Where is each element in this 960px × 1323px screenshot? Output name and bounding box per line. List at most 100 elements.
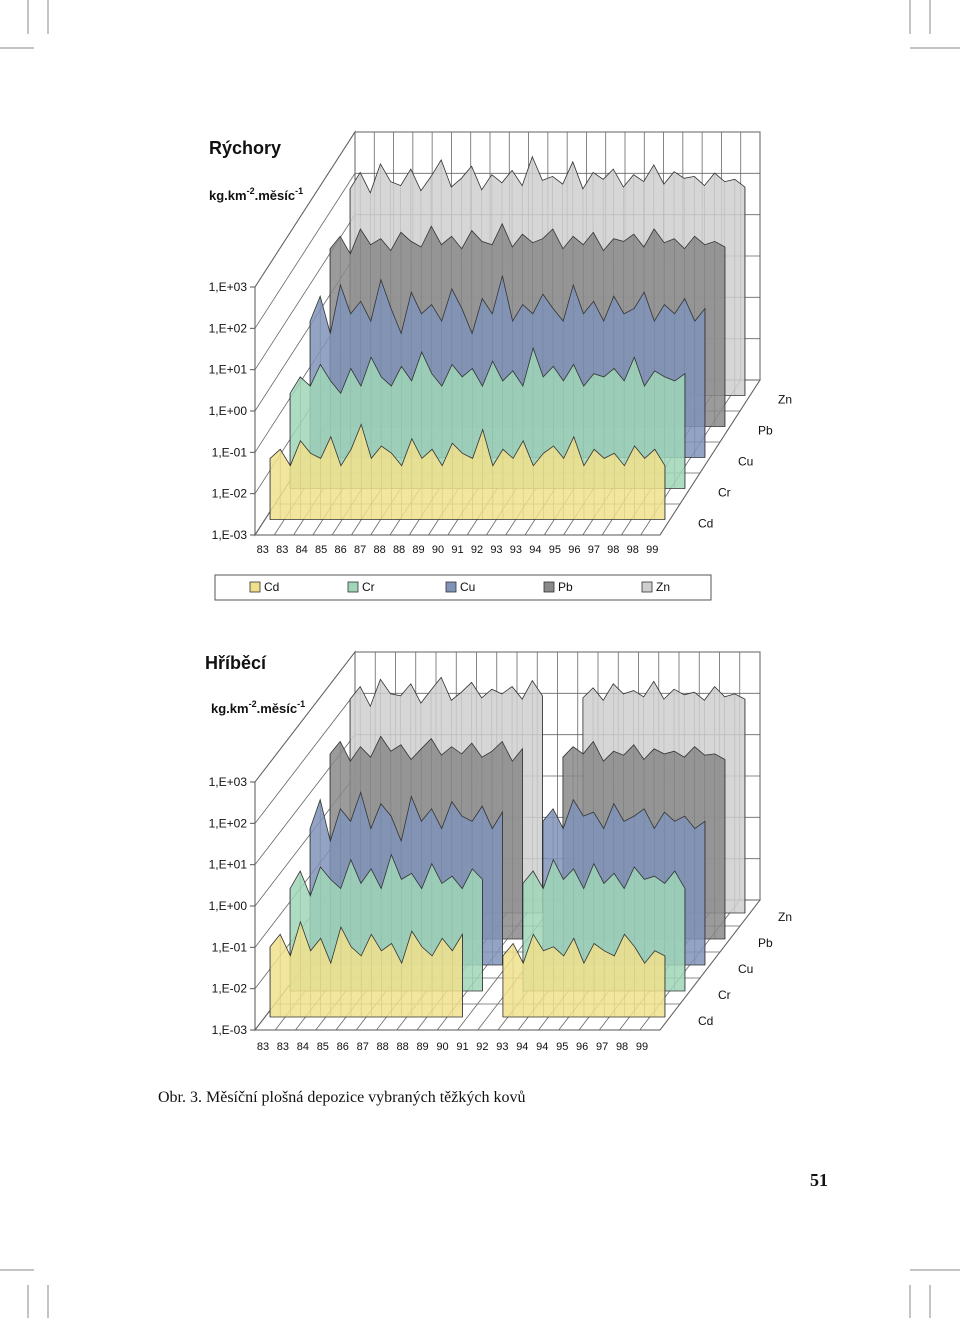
x-tick-label: 90 <box>436 1041 448 1053</box>
legend-swatch <box>445 581 457 593</box>
y-tick-label: 1,E+00 <box>209 404 248 418</box>
x-tick-label: 87 <box>354 544 366 556</box>
y-tick-label: 1,E+00 <box>209 899 248 913</box>
gridline-floor <box>659 379 761 536</box>
chart-plot-area: 1,E-03 1,E-02 1,E-01 1,E+00 1,E+01 1,E+02 1,E+… <box>209 650 792 1053</box>
y-tick-label: 1,E-03 <box>212 1023 248 1037</box>
y-tick-label: 1,E+01 <box>209 363 248 377</box>
x-tick-label: 95 <box>549 544 561 556</box>
y-tick-label: 1,E-03 <box>212 528 248 542</box>
y-axis-label-exp1: -2 <box>249 699 257 709</box>
series-cd <box>269 423 666 520</box>
y-axis-label-base: kg.km <box>211 701 249 716</box>
x-tick-label: 83 <box>257 544 269 556</box>
legend-label: Cr <box>362 580 375 594</box>
x-tick-label: 95 <box>556 1041 568 1053</box>
y-axis-label-exp2: -1 <box>295 186 303 196</box>
x-tick-label: 88 <box>377 1041 389 1053</box>
chart-title: Rýchory <box>209 138 281 158</box>
x-tick-label: 98 <box>627 544 639 556</box>
depth-label: Cd <box>698 1014 713 1028</box>
series-cd <box>269 920 666 1018</box>
depth-label: Cu <box>738 962 753 976</box>
depth-label: Cd <box>698 517 713 531</box>
x-tick-label: 86 <box>335 544 347 556</box>
x-tick-label: 93 <box>490 544 502 556</box>
legend-swatch <box>543 581 555 593</box>
x-tick-label: 96 <box>568 544 580 556</box>
x-tick-label: 86 <box>337 1041 349 1053</box>
y-axis-label-exp2: -1 <box>297 699 305 709</box>
y-tick-label: 1,E+02 <box>209 816 248 830</box>
series-area <box>502 933 666 1018</box>
y-axis-label: kg.km-2.měsíc-1 <box>211 699 305 716</box>
y-tick-label: 1,E-01 <box>212 940 248 954</box>
y-tick-label: 1,E-01 <box>212 445 248 459</box>
x-tick-label: 85 <box>317 1041 329 1053</box>
y-tick-label: 1,E+03 <box>209 775 248 789</box>
y-axis-label-base: kg.km <box>209 188 247 203</box>
x-tick-label: 94 <box>536 1041 548 1053</box>
depth-label: Cr <box>718 486 731 500</box>
legend-label: Cu <box>460 580 475 594</box>
chart-plot-area: 1,E-03 1,E-02 1,E-01 1,E+00 1,E+01 1,E+02 1,E+… <box>209 130 792 556</box>
x-tick-label: 87 <box>357 1041 369 1053</box>
x-tick-label: 99 <box>646 544 658 556</box>
x-tick-label: 91 <box>451 544 463 556</box>
x-tick-label: 91 <box>456 1041 468 1053</box>
depth-label: Pb <box>758 424 773 438</box>
series-area <box>269 920 463 1018</box>
gridline-floor <box>659 899 761 1031</box>
depth-label: Cr <box>718 988 731 1002</box>
chart-hribeci: Hříběcí kg.km-2.měsíc-1 1,E-031,E-021,E-… <box>205 650 792 1053</box>
x-tick-label: 88 <box>397 1041 409 1053</box>
x-tick-label: 84 <box>297 1041 309 1053</box>
x-tick-label: 94 <box>516 1041 528 1053</box>
x-tick-label: 97 <box>588 544 600 556</box>
y-axis-label-mid: .měsíc <box>257 701 297 716</box>
legend-frame <box>214 574 712 601</box>
y-tick-label: 1,E+03 <box>209 280 248 294</box>
y-axis-label-mid: .měsíc <box>255 188 295 203</box>
y-tick-label: 1,E+01 <box>209 858 248 872</box>
y-axis-label: kg.km-2.měsíc-1 <box>209 186 303 203</box>
legend-label: Cd <box>264 580 279 594</box>
x-tick-label: 97 <box>596 1041 608 1053</box>
x-tick-label: 98 <box>616 1041 628 1053</box>
x-tick-label: 93 <box>496 1041 508 1053</box>
x-tick-label: 83 <box>257 1041 269 1053</box>
y-tick-label: 1,E+02 <box>209 321 248 335</box>
x-tick-label: 83 <box>277 1041 289 1053</box>
depth-label: Cu <box>738 455 753 469</box>
legend-swatch <box>641 581 653 593</box>
x-tick-label: 89 <box>412 544 424 556</box>
x-tick-label: 96 <box>576 1041 588 1053</box>
legend-label: Pb <box>558 580 573 594</box>
depth-label: Zn <box>778 393 792 407</box>
x-tick-label: 90 <box>432 544 444 556</box>
page-number: 51 <box>810 1170 828 1190</box>
x-tick-label: 92 <box>471 544 483 556</box>
legend-swatch <box>347 581 359 593</box>
x-tick-label: 88 <box>373 544 385 556</box>
x-tick-label: 99 <box>636 1041 648 1053</box>
x-tick-label: 89 <box>416 1041 428 1053</box>
chart-title: Hříběcí <box>205 653 267 673</box>
depth-label: Pb <box>758 936 773 950</box>
x-tick-label: 85 <box>315 544 327 556</box>
y-axis-label-exp1: -2 <box>247 186 255 196</box>
depth-label: Zn <box>778 910 792 924</box>
x-tick-label: 92 <box>476 1041 488 1053</box>
x-tick-label: 84 <box>296 544 308 556</box>
figure-caption: Obr. 3. Měsíční plošná depozice vybranýc… <box>158 1089 525 1106</box>
x-tick-label: 94 <box>529 544 541 556</box>
x-tick-label: 88 <box>393 544 405 556</box>
chart-rychory: Rýchory kg.km-2.měsíc-1 1,E-031,E-021,E-… <box>209 130 792 601</box>
y-tick-label: 1,E-02 <box>212 982 248 996</box>
x-tick-label: 98 <box>607 544 619 556</box>
y-tick-label: 1,E-02 <box>212 487 248 501</box>
x-tick-label: 83 <box>276 544 288 556</box>
